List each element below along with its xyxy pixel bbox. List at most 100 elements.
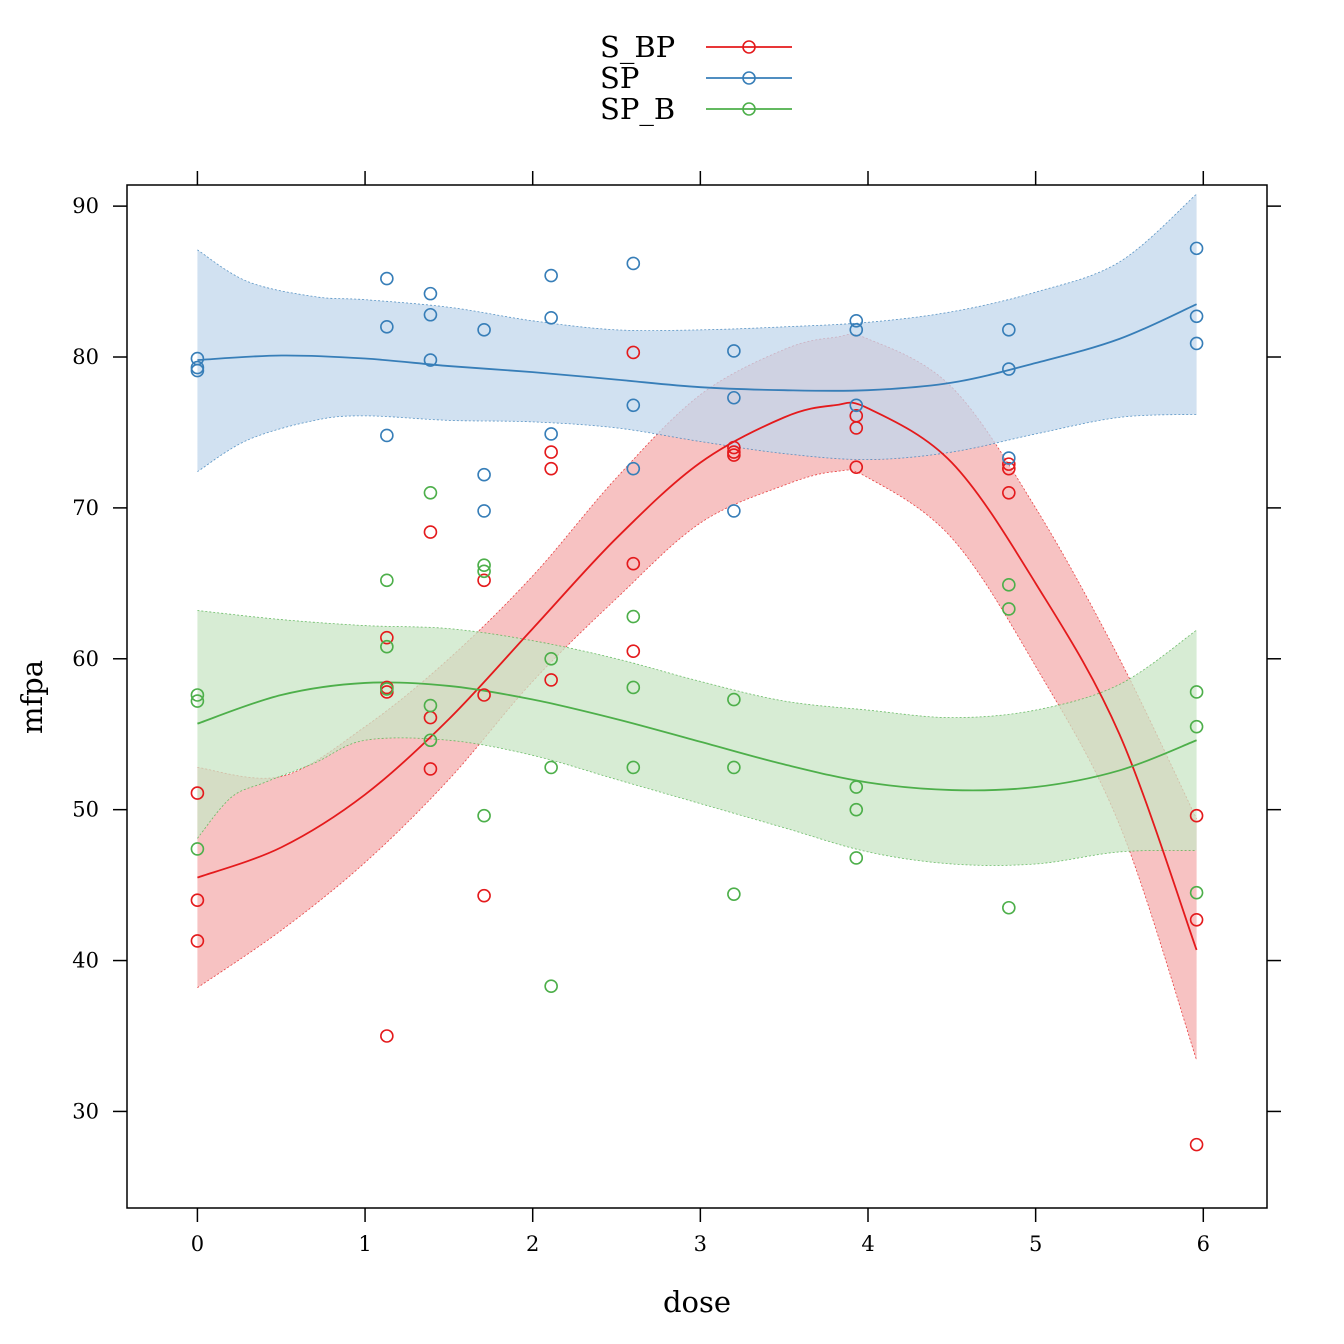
point-sp bbox=[380, 271, 394, 286]
point-sp bbox=[544, 427, 558, 441]
point-sp bbox=[423, 286, 438, 301]
point-s-bp bbox=[1002, 486, 1016, 500]
y-tick-label: 70 bbox=[72, 496, 99, 520]
axes: 0 1 2 3 4 5 6 30 40 50 60 70 80 90 bbox=[72, 171, 1281, 1256]
point-sp-b bbox=[190, 688, 205, 702]
legend-label-s-bp: S_BP bbox=[600, 30, 675, 65]
point-s-bp bbox=[1189, 913, 1204, 927]
y-tick-label: 80 bbox=[72, 345, 99, 369]
point-sp bbox=[626, 398, 641, 413]
point-s-bp bbox=[477, 573, 491, 588]
legend-label-sp-b: SP_B bbox=[600, 92, 675, 127]
point-s-bp bbox=[626, 644, 641, 659]
point-sp bbox=[1189, 309, 1204, 324]
point-sp-b bbox=[626, 760, 641, 775]
point-sp-b bbox=[380, 682, 394, 696]
point-sp-b bbox=[1002, 900, 1016, 915]
y-tick-label: 90 bbox=[72, 194, 99, 218]
point-sp bbox=[477, 467, 491, 482]
point-sp bbox=[626, 256, 641, 271]
band-upper-sp-b bbox=[197, 610, 1197, 719]
band-s-bp bbox=[197, 334, 1197, 1061]
point-sp-b bbox=[849, 802, 864, 817]
point-sp-b bbox=[380, 639, 394, 654]
legend-marker-sp-b bbox=[742, 102, 756, 116]
band-upper-sp bbox=[197, 193, 1197, 332]
point-sp bbox=[849, 313, 864, 328]
point-sp-b bbox=[1189, 719, 1204, 734]
point-sp-b bbox=[544, 651, 558, 666]
point-sp bbox=[544, 268, 558, 283]
band-lower-sp-b bbox=[197, 737, 1197, 866]
point-s-bp bbox=[1002, 457, 1016, 471]
point-s-bp bbox=[190, 934, 205, 948]
point-sp-b bbox=[727, 692, 741, 707]
point-s-bp bbox=[1002, 461, 1016, 476]
point-sp bbox=[727, 504, 741, 518]
point-sp-b bbox=[849, 780, 864, 794]
point-sp bbox=[626, 461, 641, 476]
point-sp bbox=[190, 363, 205, 378]
point-sp-b bbox=[380, 573, 394, 588]
fit-line-sp bbox=[197, 303, 1197, 392]
point-sp-b bbox=[1002, 578, 1016, 592]
point-s-bp bbox=[380, 1029, 394, 1043]
point-sp bbox=[1189, 241, 1204, 256]
point-s-bp bbox=[1189, 1137, 1204, 1152]
point-sp-b bbox=[190, 842, 205, 856]
legend-marker-s-bp bbox=[742, 40, 756, 54]
point-sp bbox=[1189, 336, 1204, 351]
point-sp bbox=[727, 390, 741, 405]
point-sp bbox=[1002, 362, 1016, 376]
data-points bbox=[190, 241, 1204, 1152]
y-tick-label: 50 bbox=[72, 798, 99, 822]
point-sp-b bbox=[727, 887, 741, 901]
point-s-bp bbox=[477, 688, 491, 702]
x-tick-label: 1 bbox=[358, 1232, 371, 1256]
point-s-bp bbox=[544, 673, 558, 687]
point-s-bp bbox=[423, 525, 438, 539]
point-sp-b bbox=[849, 851, 864, 865]
x-tick-label: 4 bbox=[861, 1232, 874, 1256]
band-sp-b bbox=[197, 610, 1197, 866]
fit-line-s-bp bbox=[197, 401, 1198, 951]
point-sp-b bbox=[190, 694, 205, 708]
point-sp bbox=[423, 307, 438, 322]
legend-marker-sp bbox=[742, 71, 756, 85]
point-s-bp bbox=[423, 762, 438, 776]
point-sp bbox=[423, 353, 438, 367]
point-sp bbox=[849, 323, 864, 337]
point-sp bbox=[477, 323, 491, 337]
point-sp-b bbox=[423, 698, 438, 713]
point-sp-b bbox=[544, 979, 558, 993]
x-tick-label: 2 bbox=[526, 1232, 539, 1256]
point-sp-b bbox=[1189, 685, 1204, 699]
point-sp bbox=[727, 344, 741, 358]
point-sp-b bbox=[1189, 885, 1204, 900]
point-sp bbox=[1002, 451, 1016, 465]
point-sp-b bbox=[544, 760, 558, 775]
plot-frame bbox=[126, 184, 1268, 1209]
point-sp bbox=[477, 504, 491, 518]
band-sp bbox=[197, 194, 1197, 472]
y-tick-label: 40 bbox=[72, 949, 99, 973]
point-s-bp bbox=[727, 440, 741, 455]
point-s-bp bbox=[626, 556, 641, 571]
x-tick-label: 0 bbox=[191, 1232, 204, 1256]
point-s-bp bbox=[544, 445, 558, 459]
point-s-bp bbox=[190, 893, 205, 907]
confidence-bands bbox=[197, 193, 1197, 1061]
point-sp-b bbox=[477, 808, 491, 823]
point-sp-b bbox=[477, 558, 491, 573]
x-tick-label: 6 bbox=[1197, 1232, 1210, 1256]
fit-lines bbox=[197, 303, 1198, 951]
point-sp bbox=[544, 310, 558, 325]
y-axis-title: mfpa bbox=[15, 660, 49, 734]
point-sp bbox=[1002, 323, 1016, 337]
point-s-bp bbox=[849, 460, 864, 474]
point-s-bp bbox=[1189, 808, 1204, 823]
point-s-bp bbox=[727, 448, 741, 462]
point-sp-b bbox=[727, 760, 741, 775]
